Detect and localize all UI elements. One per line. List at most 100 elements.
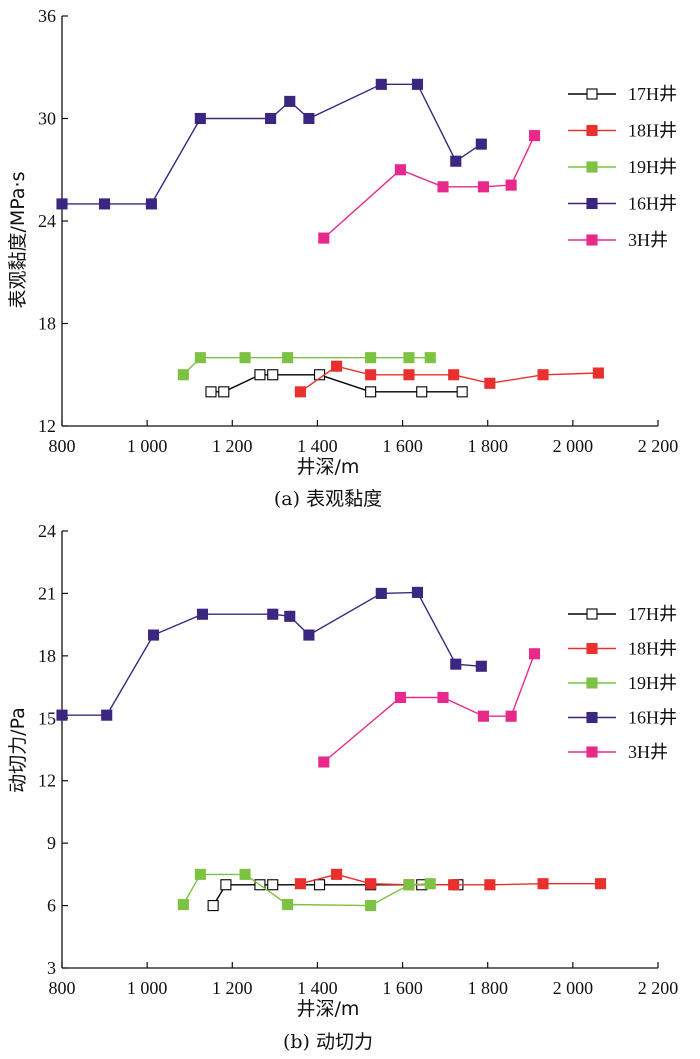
data-point — [331, 360, 343, 372]
data-point — [239, 352, 251, 364]
y-tick-label: 30 — [38, 109, 56, 129]
y-tick-label: 24 — [38, 521, 56, 541]
data-point — [303, 629, 315, 641]
y-tick-label: 6 — [47, 896, 56, 916]
data-point — [403, 352, 415, 364]
x-tick-label: 800 — [49, 978, 76, 998]
x-axis-title: 井深/m — [297, 456, 360, 478]
x-tick-label: 1 200 — [212, 436, 253, 456]
legend-entry: 16H井 — [568, 194, 677, 214]
legend-marker — [586, 161, 598, 173]
data-point — [475, 660, 487, 672]
x-tick-label: 1 800 — [467, 978, 508, 998]
data-point — [411, 586, 424, 598]
y-tick-label: 21 — [38, 583, 56, 603]
x-tick-label: 1 400 — [297, 436, 338, 456]
data-point — [484, 377, 496, 389]
legend-marker — [586, 642, 598, 655]
data-point — [205, 386, 217, 398]
data-point — [194, 112, 206, 125]
data-point — [411, 78, 424, 90]
y-axis-title: 表观黏度/MPa·s — [7, 172, 29, 309]
data-point — [375, 78, 387, 90]
data-point — [267, 369, 279, 381]
panel-caption: (b) 动切力 — [283, 1031, 373, 1053]
data-point — [267, 608, 279, 620]
legend-label: 17H井 — [628, 84, 677, 104]
data-point — [177, 898, 189, 911]
legend-label: 19H井 — [628, 673, 677, 693]
data-point — [282, 352, 294, 364]
y-tick-label: 12 — [38, 416, 56, 436]
x-axis-title: 井深/m — [297, 998, 360, 1020]
series-line — [182, 873, 431, 907]
x-tick-label: 1 800 — [467, 436, 508, 456]
legend-label: 3H井 — [628, 230, 668, 250]
data-point — [318, 756, 330, 768]
legend-label: 3H井 — [628, 742, 668, 762]
data-point — [331, 868, 343, 880]
data-point — [437, 181, 449, 193]
legend-marker — [586, 88, 598, 100]
data-point — [437, 691, 449, 704]
series-3 — [56, 78, 487, 210]
series-line — [323, 135, 536, 239]
legend-label: 16H井 — [628, 194, 677, 214]
data-point — [207, 900, 219, 912]
data-point — [294, 386, 306, 398]
data-point — [177, 369, 189, 381]
data-point — [99, 198, 111, 210]
data-point — [145, 198, 157, 210]
data-point — [403, 369, 415, 381]
legend-marker — [586, 711, 598, 724]
data-point — [477, 710, 490, 722]
data-point — [101, 709, 113, 721]
data-point — [365, 352, 377, 364]
legend-entry: 19H井 — [568, 673, 677, 693]
y-tick-label: 18 — [38, 314, 56, 334]
series-4 — [318, 648, 541, 768]
data-point — [194, 352, 206, 364]
data-point — [194, 868, 206, 880]
data-point — [294, 878, 306, 890]
data-point — [475, 138, 487, 150]
series-4 — [318, 130, 541, 244]
data-point — [394, 164, 406, 176]
data-point — [220, 879, 232, 891]
series-2 — [177, 352, 436, 381]
data-point — [267, 879, 279, 891]
legend-label: 18H井 — [628, 121, 677, 141]
data-point — [375, 587, 387, 599]
series-line — [62, 83, 482, 205]
y-tick-label: 3 — [47, 958, 56, 978]
data-point — [284, 610, 296, 622]
data-point — [450, 155, 462, 167]
data-point — [56, 709, 68, 721]
data-point — [365, 369, 377, 381]
data-point — [284, 95, 296, 107]
data-point — [448, 369, 460, 381]
data-point — [265, 112, 277, 125]
x-tick-label: 2 200 — [638, 978, 679, 998]
legend-label: 18H井 — [628, 639, 677, 659]
x-tick-label: 1 400 — [297, 978, 338, 998]
data-point — [365, 386, 377, 398]
data-point — [424, 878, 436, 890]
data-point — [537, 878, 549, 890]
data-point — [365, 878, 377, 890]
y-tick-label: 36 — [38, 6, 56, 26]
chart-panel-0: 800 1 000 1 200 1 400 1 600 1 800 2 000 2 200 12… — [7, 6, 678, 510]
x-tick-label: 1 000 — [127, 436, 168, 456]
legend-entry: 18H井 — [568, 639, 677, 659]
x-tick-label: 2 200 — [638, 436, 679, 456]
x-tick-label: 1 600 — [382, 436, 423, 456]
legend-entry: 16H井 — [568, 708, 677, 728]
data-point — [448, 879, 460, 891]
legend-marker — [586, 124, 598, 137]
legend-entry: 3H井 — [568, 742, 668, 762]
legend-entry: 18H井 — [568, 121, 677, 141]
y-tick-label: 9 — [47, 833, 56, 853]
data-point — [416, 386, 428, 398]
x-tick-label: 2 000 — [553, 436, 594, 456]
